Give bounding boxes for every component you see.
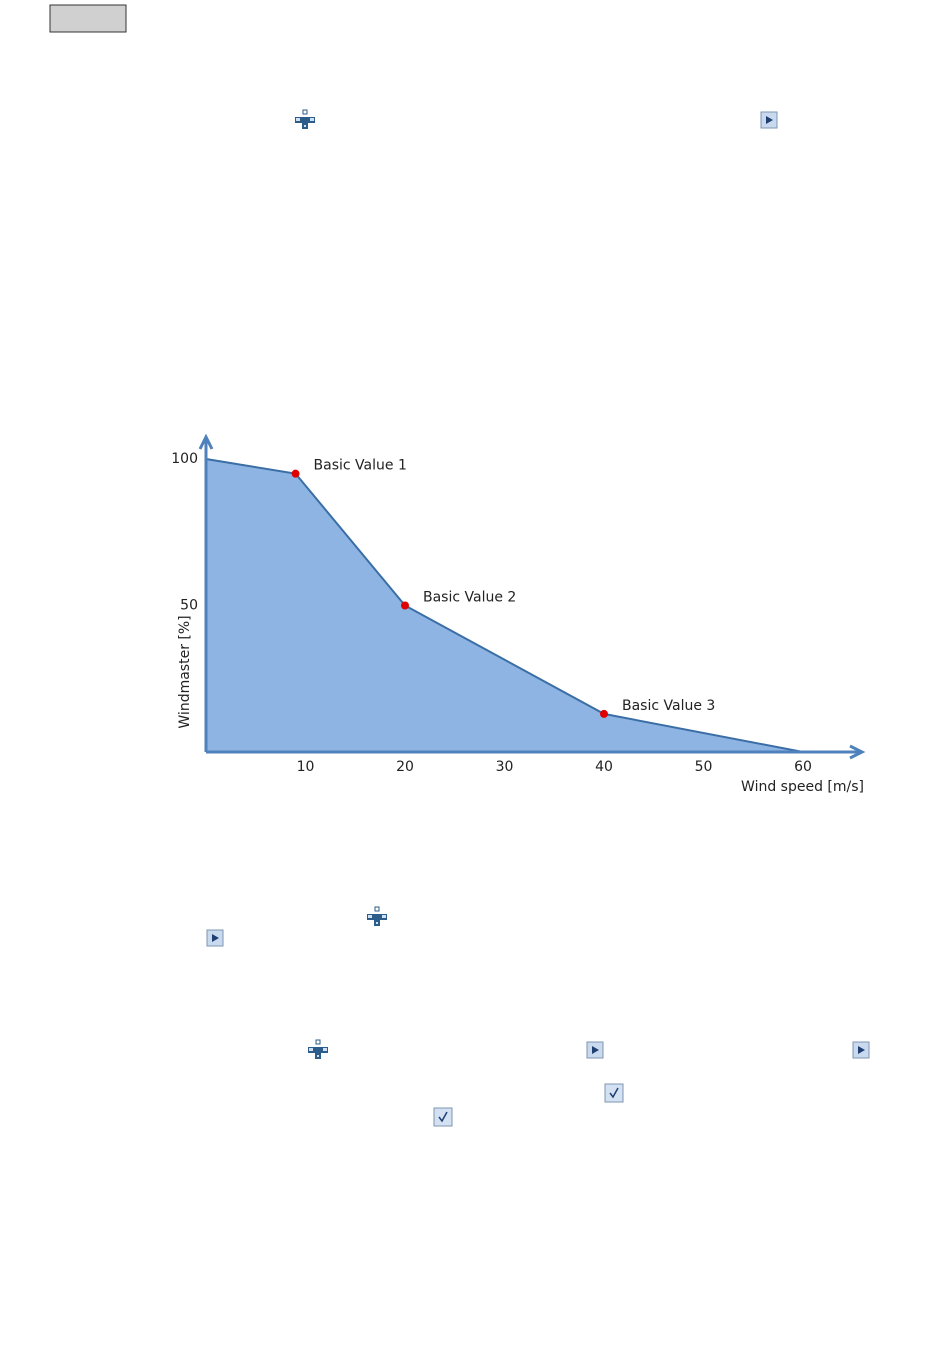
x-axis-arrow: [849, 744, 866, 760]
annotation: Basic Value 2: [423, 590, 516, 606]
y-axis-arrow: [198, 433, 214, 450]
annotation: Basic Value 1: [314, 458, 407, 474]
data-point: [600, 709, 608, 718]
check-icon: [604, 1083, 624, 1103]
x-tick-label: 50: [695, 759, 713, 775]
header-box: [49, 4, 127, 33]
x-tick-label: 30: [496, 759, 514, 775]
network-icon: [307, 1039, 329, 1060]
x-axis-label: Wind speed [m/s]: [741, 779, 864, 795]
play-button-icon: [760, 111, 778, 129]
x-tick-label: 10: [297, 759, 315, 775]
play-button-icon: [206, 929, 224, 947]
x-tick-label: 40: [595, 759, 613, 775]
x-tick-label: 20: [396, 759, 414, 775]
network-icon: [366, 906, 388, 927]
area: [206, 459, 803, 752]
annotation: Basic Value 3: [622, 698, 715, 714]
x-tick-label: 60: [794, 759, 812, 775]
check-icon: [433, 1107, 453, 1127]
data-point: [291, 469, 300, 478]
chart: Wind speed [m/s] Windmaster [%] Basic Va…: [171, 433, 866, 795]
play-button-icon: [852, 1041, 870, 1059]
play-button-icon: [586, 1041, 604, 1059]
network-icon: [294, 109, 316, 130]
y-tick-label: 100: [171, 451, 198, 467]
y-axis-label: Windmaster [%]: [177, 615, 193, 728]
data-point: [401, 601, 409, 610]
y-tick-label: 50: [180, 598, 198, 614]
